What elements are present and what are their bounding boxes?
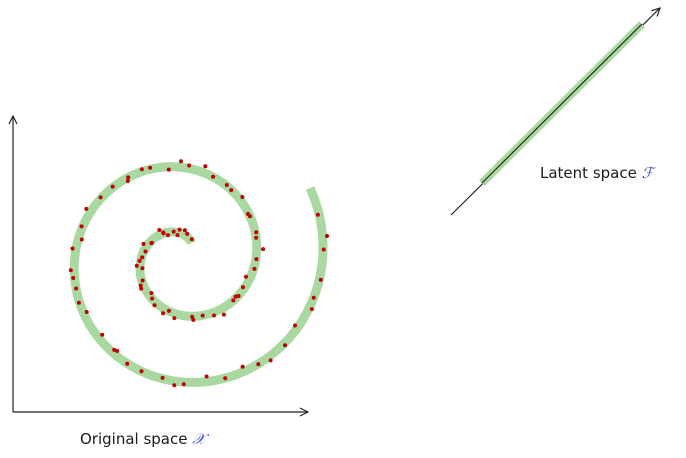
sample-point	[112, 347, 117, 352]
sample-point	[241, 285, 245, 290]
sample-point	[76, 300, 81, 305]
sample-point	[68, 268, 73, 273]
original-space-text: Original space	[80, 430, 188, 448]
sample-point	[321, 247, 326, 252]
sample-point	[143, 249, 148, 254]
sample-point	[244, 274, 248, 279]
sample-point	[166, 233, 170, 238]
sample-point	[79, 237, 84, 242]
sample-point	[175, 233, 180, 238]
sample-point	[150, 296, 155, 301]
sample-point	[167, 308, 171, 313]
latent-space-symbol: ℱ	[641, 164, 654, 182]
sample-point	[138, 283, 143, 288]
sample-point	[240, 195, 245, 199]
sample-point	[172, 316, 177, 321]
sample-point	[139, 286, 144, 291]
sample-point	[140, 278, 145, 283]
sample-point	[71, 276, 76, 280]
sample-point	[254, 257, 259, 262]
sample-point	[171, 229, 176, 234]
sample-points	[68, 159, 329, 388]
sample-point	[283, 343, 287, 348]
sample-point	[115, 349, 120, 353]
sample-point	[182, 228, 187, 233]
sample-point	[311, 295, 316, 300]
sample-point	[98, 195, 103, 200]
sample-point	[150, 240, 154, 245]
sample-point	[126, 175, 131, 180]
sample-point	[325, 234, 329, 238]
sample-point	[161, 230, 166, 235]
sample-point	[293, 323, 297, 328]
sample-point	[229, 188, 234, 193]
sample-point	[204, 374, 209, 379]
sample-point	[110, 184, 115, 189]
sample-point	[256, 362, 261, 367]
sample-point	[185, 231, 190, 236]
sample-point	[223, 376, 228, 381]
sample-point	[84, 310, 89, 314]
sample-point	[149, 291, 154, 295]
sample-point	[74, 286, 79, 291]
sample-point	[315, 212, 320, 217]
sample-point	[318, 277, 323, 282]
sample-point	[140, 255, 145, 260]
sample-point	[189, 237, 194, 242]
spiral-manifold	[69, 162, 328, 387]
sample-point	[148, 165, 153, 170]
sample-point	[309, 307, 314, 312]
sample-point	[212, 313, 216, 318]
latent-space-text: Latent space	[540, 164, 637, 182]
sample-point	[191, 317, 196, 322]
sample-point	[157, 228, 162, 232]
sample-point	[236, 294, 241, 298]
sample-point	[125, 361, 130, 366]
sample-point	[125, 179, 130, 183]
latent-space-label: Latent space ℱ	[540, 164, 653, 182]
sample-point	[254, 230, 259, 235]
sample-point	[211, 174, 216, 179]
sample-point	[231, 298, 236, 303]
sample-point	[221, 312, 226, 317]
sample-point	[187, 163, 192, 168]
sample-point	[139, 369, 144, 374]
sample-point	[179, 159, 183, 164]
sample-point	[240, 364, 245, 369]
sample-point	[160, 375, 165, 380]
sample-point	[224, 183, 229, 187]
sample-point	[137, 258, 142, 263]
sample-point	[84, 206, 89, 211]
latent-axis-overlay	[481, 23, 643, 184]
sample-point	[134, 263, 139, 268]
sample-point	[268, 358, 273, 363]
sample-point	[190, 314, 195, 319]
sample-point	[181, 382, 186, 387]
sample-point	[166, 167, 171, 172]
sample-point	[152, 303, 157, 308]
sample-point	[254, 235, 259, 240]
sample-point	[200, 313, 205, 318]
sample-point	[177, 227, 182, 232]
sample-point	[141, 241, 146, 246]
sample-point	[100, 332, 105, 337]
sample-point	[203, 164, 208, 169]
original-space-label: Original space 𝒳	[80, 430, 205, 448]
sample-point	[79, 224, 84, 229]
sample-point	[172, 383, 177, 388]
sample-point	[161, 311, 166, 316]
sample-point	[252, 266, 257, 271]
sample-point	[70, 246, 75, 251]
original-space-symbol: 𝒳	[192, 430, 206, 448]
sample-point	[140, 266, 145, 271]
sample-point	[246, 212, 250, 216]
sample-point	[139, 167, 144, 172]
sample-point	[261, 247, 266, 252]
